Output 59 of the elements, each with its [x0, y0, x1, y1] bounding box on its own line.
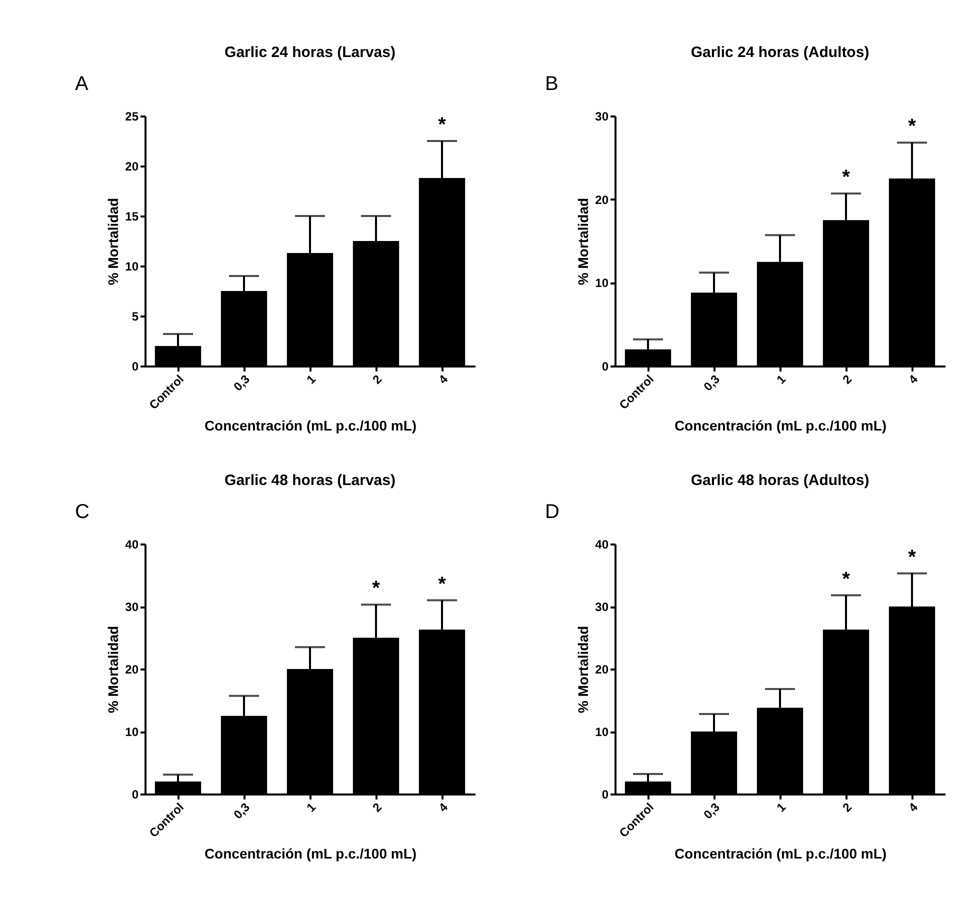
- data-label: *: [908, 116, 916, 138]
- y-axis-title: % Mortalidad: [105, 198, 122, 286]
- y-tick-label: 30: [125, 600, 139, 614]
- y-tick-label: 20: [125, 662, 139, 676]
- text: C: [75, 501, 90, 523]
- x-tick-label: 1: [304, 800, 319, 815]
- x-tick-label: 0,3: [230, 800, 253, 822]
- chart-title: Garlic 24 horas (Adultos): [690, 44, 870, 61]
- y-tick-label: 20: [125, 160, 139, 174]
- x-tick-label: 4: [436, 372, 451, 387]
- y-tick-label: 10: [595, 725, 609, 739]
- x-axis-title: Concentración (mL p.c./100 mL): [204, 845, 417, 862]
- data-label: *: [438, 114, 446, 136]
- x-tick-label: 4: [906, 800, 921, 815]
- y-tick-label: 20: [595, 192, 609, 207]
- y-tick-label: 10: [125, 725, 139, 739]
- y-axis-title: % Mortalidad: [105, 626, 122, 714]
- x-tick-label: 0,3: [230, 372, 253, 394]
- y-tick-label: 25: [125, 110, 139, 124]
- x-axis-title: Concentración (mL p.c./100 mL): [204, 417, 417, 434]
- x-tick-label: 0,3: [700, 372, 723, 394]
- y-axis-title: % Mortalidad: [575, 626, 592, 714]
- x-tick-label: 2: [840, 372, 855, 387]
- x-tick-label: 2: [370, 372, 385, 387]
- chart-title: Garlic 48 horas (Larvas): [224, 472, 396, 489]
- x-tick-label: 2: [840, 800, 855, 815]
- data-label: *: [372, 578, 380, 600]
- chart-title: Garlic 48 horas (Adultos): [690, 472, 870, 489]
- y-tick-label: 30: [595, 600, 609, 614]
- y-axis-title: % Mortalidad: [575, 198, 592, 286]
- y-tick-label: 0: [132, 788, 139, 802]
- data-label: *: [438, 573, 446, 596]
- y-tick-label: 30: [595, 110, 609, 124]
- y-tick-label: 0: [602, 360, 609, 374]
- chart-title: Garlic 24 horas (Larvas): [224, 44, 396, 61]
- x-axis-title: Concentración (mL p.c./100 mL): [674, 845, 887, 862]
- data-label: *: [908, 546, 916, 568]
- x-tick-label: 1: [774, 800, 789, 815]
- y-tick-label: 10: [125, 260, 139, 274]
- text: A: [75, 73, 89, 95]
- data-label: *: [842, 166, 850, 188]
- data-label: *: [842, 568, 850, 590]
- y-tick-label: 5: [132, 310, 139, 324]
- text: B: [545, 73, 558, 95]
- y-tick-label: 0: [602, 788, 609, 802]
- x-tick-label: 1: [774, 372, 789, 387]
- y-tick-label: 15: [125, 210, 139, 224]
- x-tick-label: 1: [304, 372, 319, 387]
- text: D: [545, 501, 560, 523]
- x-axis-title: Concentración (mL p.c./100 mL): [674, 417, 887, 434]
- x-tick-label: 2: [370, 800, 385, 815]
- x-tick-label: 4: [906, 372, 921, 387]
- y-tick-label: 20: [595, 662, 609, 676]
- y-tick-label: 40: [125, 538, 139, 552]
- x-tick-label: 4: [436, 800, 451, 815]
- x-tick-label: 0,3: [700, 800, 723, 822]
- y-tick-label: 10: [595, 276, 609, 290]
- y-tick-label: 0: [132, 360, 139, 374]
- y-tick-label: 40: [595, 538, 609, 552]
